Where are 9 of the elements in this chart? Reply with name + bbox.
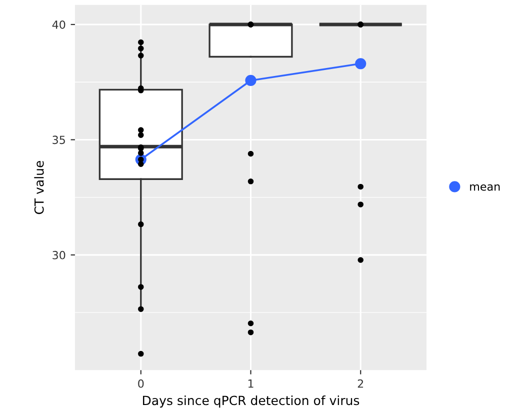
y-tick-label: 30 [52,250,66,260]
y-tick-label: 35 [52,136,65,144]
x-tick-label: 2 [358,379,364,388]
y-axis-title: CT value [34,160,44,214]
legend-label: mean [470,184,500,191]
x-axis-title: Days since qPCR detection of virus [143,395,360,408]
x-tick-label: 1 [248,380,254,388]
x-tick-label: 0 [138,379,144,388]
y-tick-label: 40 [52,20,66,29]
